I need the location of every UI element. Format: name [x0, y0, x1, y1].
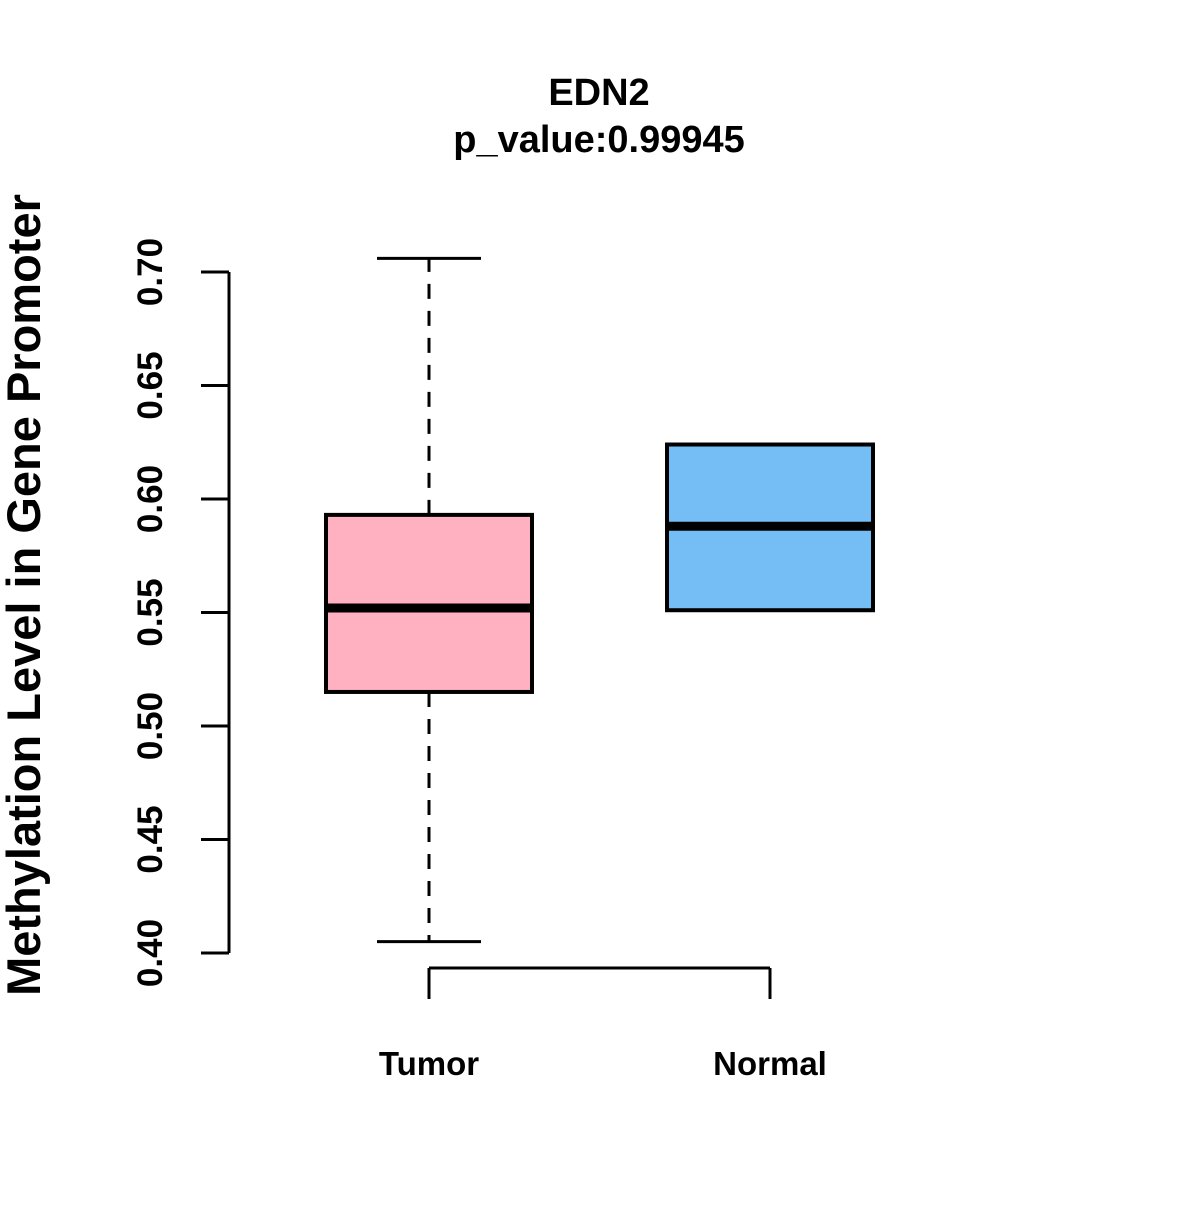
tumor-category-label: Tumor — [379, 1045, 479, 1082]
y-axis-tick-label: 0.70 — [131, 238, 170, 306]
y-axis-tick-label: 0.40 — [131, 919, 170, 987]
y-axis-tick-label: 0.45 — [131, 805, 170, 873]
y-axis-tick-label: 0.55 — [131, 578, 170, 646]
y-axis-label: Methylation Level in Gene Promoter — [0, 194, 50, 996]
chart-title: EDN2 — [548, 72, 649, 114]
boxes-group: Tumor Normal — [324, 256, 875, 1082]
axes-group: 0.40 0.45 0.50 0.55 0.60 0.65 0.70 — [131, 238, 772, 999]
y-axis-tick-label: 0.50 — [131, 692, 170, 760]
tumor-box — [324, 512, 534, 694]
chart-subtitle-pvalue: p_value:0.99945 — [453, 119, 745, 161]
y-axis-tick-label: 0.65 — [131, 351, 170, 419]
y-axis-tick-label: 0.60 — [131, 465, 170, 533]
normal-category-label: Normal — [713, 1045, 827, 1082]
